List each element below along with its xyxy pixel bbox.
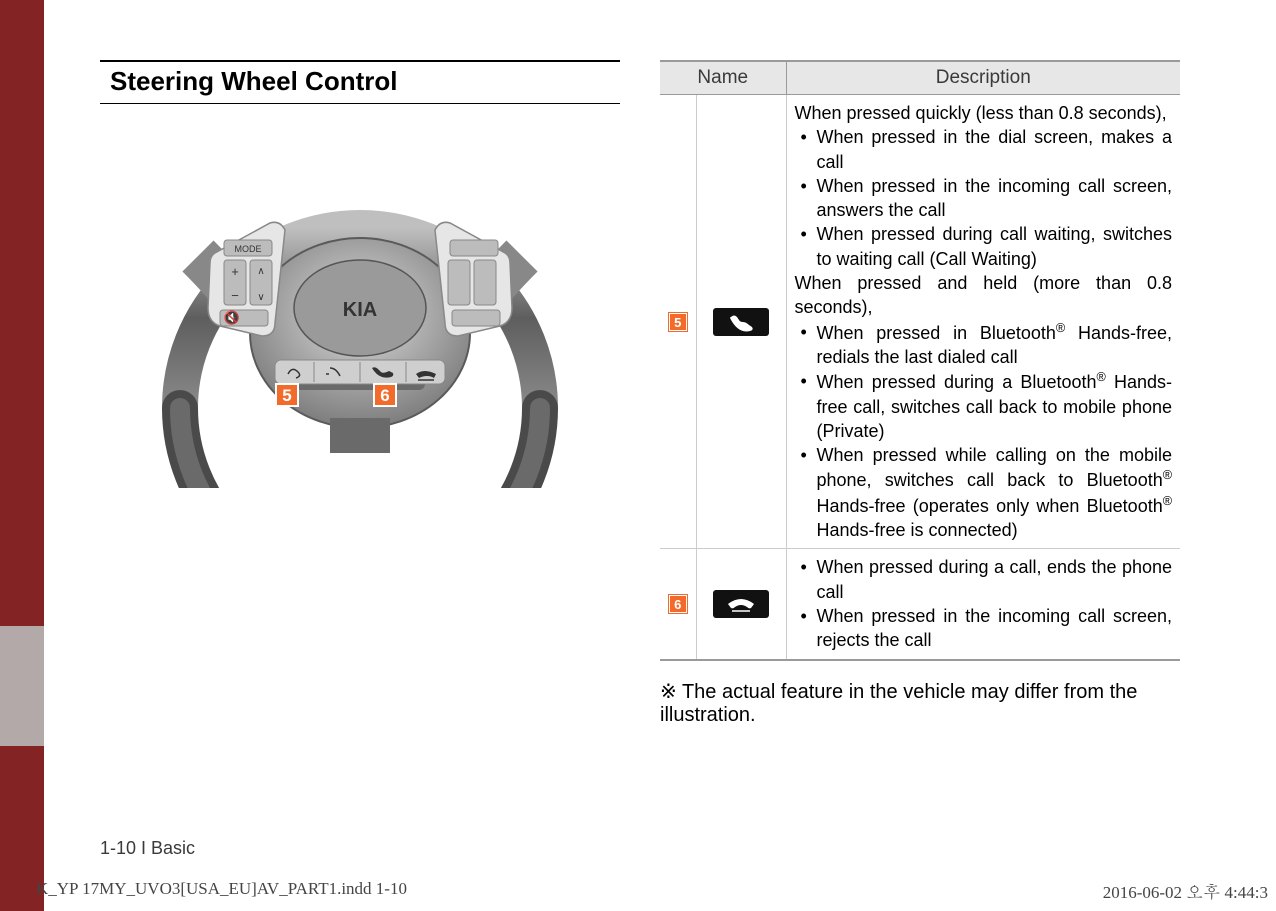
desc-intro: When pressed quickly (less than 0.8 seco…: [795, 101, 1173, 125]
desc-bullets: When pressed in Bluetooth® Hands-free, r…: [795, 320, 1173, 543]
svg-text:∨: ∨: [257, 292, 264, 303]
description-table: Name Description 5: [660, 60, 1180, 661]
desc-intro: When pressed and held (more than 0.8 sec…: [795, 271, 1173, 320]
print-metadata: K_YP 17MY_UVO3[USA_EU]AV_PART1.indd 1-10…: [36, 879, 1268, 903]
call-hangup-icon: [713, 590, 769, 618]
table-row: 6 When pressed: [660, 549, 1180, 660]
callout-6: 6: [374, 384, 396, 406]
description-cell-6: When pressed during a call, ends the pho…: [786, 549, 1180, 660]
svg-text:∧: ∧: [257, 266, 264, 277]
list-item: When pressed during a Bluetooth® Hands-f…: [795, 369, 1173, 443]
svg-text:🔇: 🔇: [224, 310, 240, 325]
svg-text:6: 6: [380, 386, 389, 405]
desc-bullets: When pressed in the dial screen, makes a…: [795, 125, 1173, 271]
desc-bullets: When pressed during a call, ends the pho…: [795, 555, 1173, 652]
table-header-description: Description: [786, 61, 1180, 95]
list-item: When pressed in the incoming call screen…: [795, 604, 1173, 653]
callout-5: 5: [276, 384, 298, 406]
left-column: Steering Wheel Control: [100, 60, 620, 727]
print-timestamp: 2016-06-02 오후 4:44:3: [1103, 879, 1268, 903]
table-row: 5 When pressed quickly (less than 0.8 se…: [660, 95, 1180, 549]
call-answer-icon: [713, 308, 769, 336]
section-title: Steering Wheel Control: [110, 66, 612, 97]
svg-text:−: −: [231, 288, 239, 303]
table-header-name: Name: [660, 61, 786, 95]
steering-wheel-illustration: KIA MODE + − ∧: [100, 148, 620, 488]
columns-wrap: Steering Wheel Control: [100, 60, 1180, 727]
section-title-wrap: Steering Wheel Control: [100, 60, 620, 104]
callout-number-5: 5: [669, 313, 687, 331]
page-left-accent-band: [0, 0, 44, 911]
kia-logo-text: KIA: [343, 299, 377, 321]
list-item: When pressed in the dial screen, makes a…: [795, 125, 1173, 174]
svg-text:5: 5: [282, 386, 291, 405]
callout-number-6: 6: [669, 595, 687, 613]
lower-button-row: [275, 360, 445, 384]
list-item: When pressed while calling on the mobile…: [795, 443, 1173, 542]
right-column: Name Description 5: [660, 60, 1180, 727]
page-left-accent-band-grey: [0, 626, 44, 746]
svg-text:MODE: MODE: [235, 244, 262, 254]
right-control-pod: [435, 222, 512, 336]
illustration-disclaimer: ※ The actual feature in the vehicle may …: [660, 679, 1180, 727]
list-item: When pressed in the incoming call screen…: [795, 174, 1173, 223]
print-file-name: K_YP 17MY_UVO3[USA_EU]AV_PART1.indd 1-10: [36, 879, 407, 903]
description-cell-5: When pressed quickly (less than 0.8 seco…: [786, 95, 1180, 549]
svg-text:+: +: [231, 264, 239, 279]
table-header-row: Name Description: [660, 61, 1180, 95]
list-item: When pressed during call waiting, switch…: [795, 222, 1173, 271]
page-content: Steering Wheel Control: [100, 60, 1180, 727]
list-item: When pressed during a call, ends the pho…: [795, 555, 1173, 604]
list-item: When pressed in Bluetooth® Hands-free, r…: [795, 320, 1173, 370]
page-footer: 1-10 I Basic: [100, 838, 195, 859]
left-control-pod: MODE + − ∧ ∨ 🔇: [208, 222, 285, 336]
